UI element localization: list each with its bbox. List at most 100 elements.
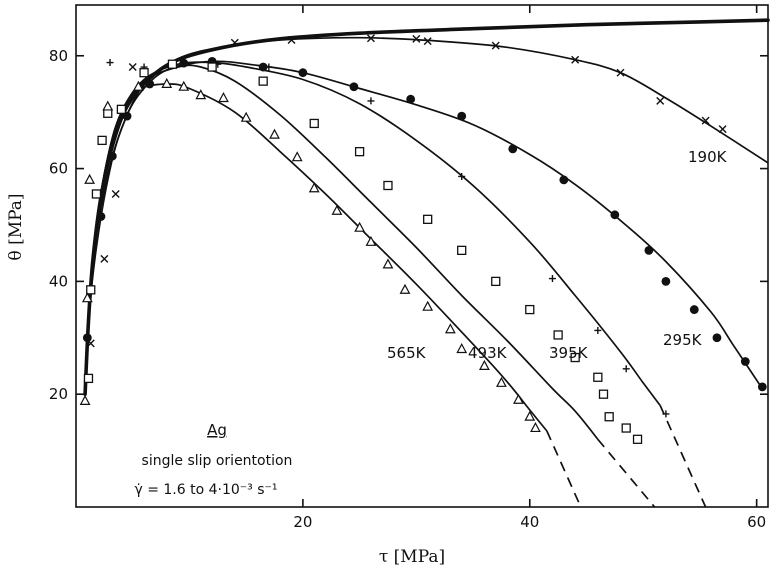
point-565k <box>496 376 507 387</box>
point-190k <box>491 41 500 50</box>
point-493k <box>632 434 643 444</box>
point-565k <box>218 91 229 103</box>
point-565k <box>308 182 320 193</box>
point-565k <box>530 421 541 433</box>
point-295k <box>740 357 750 366</box>
point-493k <box>91 189 102 199</box>
point-565k <box>331 204 343 215</box>
legend-annotation: Ag single slip orientotion γ̇ = 1.6 to 4… <box>134 421 292 498</box>
point-493k <box>116 104 127 114</box>
curve-565k-extrapolated <box>546 430 582 508</box>
y-tick-label: 20 <box>49 385 68 403</box>
point-493k <box>423 214 433 224</box>
point-190k <box>423 37 432 46</box>
label-190k: 190K <box>688 148 728 166</box>
point-565k <box>399 283 411 294</box>
point-395k <box>458 172 466 180</box>
point-295k <box>757 382 767 392</box>
point-295k <box>406 94 416 104</box>
curve-295k <box>84 60 764 395</box>
point-493k <box>139 68 149 78</box>
point-295k <box>689 305 699 314</box>
point-565k <box>382 258 394 269</box>
label-395k: 395K <box>549 344 589 362</box>
point-395k <box>548 275 556 283</box>
point-295k <box>508 144 518 154</box>
point-493k <box>258 76 268 86</box>
point-493k <box>593 372 603 382</box>
curves <box>83 18 770 508</box>
y-axis-title: θ [MPa] <box>6 193 26 260</box>
point-295k <box>712 333 722 343</box>
annotation-line2: γ̇ = 1.6 to 4·10⁻³ s⁻¹ <box>134 482 277 498</box>
point-295k <box>82 333 92 343</box>
point-190k <box>616 68 625 77</box>
point-565k <box>195 89 207 100</box>
markers <box>79 34 767 444</box>
plot-frame <box>75 4 769 508</box>
point-565k <box>132 80 144 91</box>
point-565k <box>456 342 468 354</box>
point-190k <box>128 63 137 72</box>
point-565k <box>178 80 190 91</box>
point-565k <box>291 151 303 162</box>
curve-565k <box>84 83 548 432</box>
point-565k <box>444 323 456 334</box>
point-493k <box>525 304 535 315</box>
point-493k <box>621 423 631 433</box>
point-565k <box>478 359 490 370</box>
label-295k: 295K <box>663 331 703 349</box>
point-493k <box>167 59 178 69</box>
label-565k: 565K <box>387 344 427 362</box>
point-295k <box>96 212 106 221</box>
point-190k <box>366 34 375 43</box>
point-565k <box>422 300 434 311</box>
y-tick-label: 80 <box>49 47 68 65</box>
y-tick-label: 40 <box>49 272 68 290</box>
point-190k <box>100 254 109 263</box>
x-tick-label: 20 <box>293 513 312 531</box>
label-493k: 493K <box>468 344 508 362</box>
point-295k <box>644 245 654 255</box>
point-190k <box>701 116 710 125</box>
annotation-line1: single slip orientotion <box>142 453 293 469</box>
point-565k <box>84 173 96 184</box>
point-565k <box>240 111 252 122</box>
point-295k <box>559 175 569 185</box>
point-565k <box>354 221 366 232</box>
point-395k <box>622 365 630 373</box>
point-295k <box>349 82 359 92</box>
point-565k <box>365 235 377 246</box>
point-493k <box>83 373 94 384</box>
point-565k <box>79 394 91 405</box>
point-565k <box>102 100 114 111</box>
point-395k <box>662 410 670 418</box>
x-tick-label: 60 <box>747 513 766 531</box>
point-295k <box>107 151 117 161</box>
point-493k <box>309 118 319 129</box>
point-190k <box>571 55 580 64</box>
point-295k <box>145 79 155 89</box>
point-295k <box>457 111 467 121</box>
point-395k <box>367 97 375 105</box>
point-493k <box>598 389 609 399</box>
point-493k <box>570 352 580 363</box>
point-190k <box>230 38 239 47</box>
point-565k <box>161 77 173 88</box>
point-190k <box>111 189 120 198</box>
point-295k <box>661 276 671 286</box>
point-190k <box>412 34 421 43</box>
point-565k <box>524 410 536 421</box>
point-395k <box>594 326 602 334</box>
annotation-title: Ag <box>207 421 227 439</box>
y-tick-label: 60 <box>49 160 68 178</box>
point-295k <box>258 62 268 72</box>
point-493k <box>457 245 467 256</box>
axes: 20 40 60 20 40 60 80 <box>49 4 769 531</box>
point-493k <box>354 147 365 157</box>
point-565k <box>269 128 280 139</box>
x-tick-label: 40 <box>520 513 539 531</box>
point-493k <box>383 180 393 191</box>
point-565k <box>513 393 524 404</box>
point-190k <box>287 35 296 44</box>
